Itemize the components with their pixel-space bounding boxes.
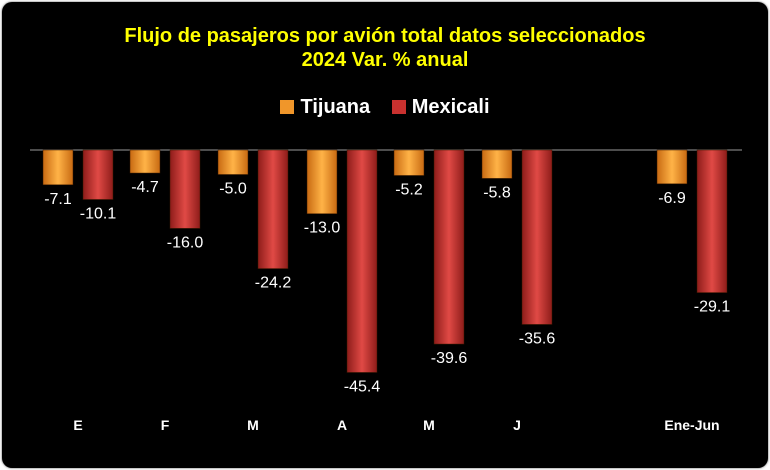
bar-mexicali-2 <box>257 149 289 269</box>
data-label-mexicali-5: -35.6 <box>519 330 556 347</box>
bar-mexicali-3 <box>346 149 378 373</box>
data-label-tijuana-1: -4.7 <box>131 179 159 196</box>
legend-label-mexicali: Mexicali <box>411 96 490 118</box>
data-label-mexicali-2: -24.2 <box>255 275 292 292</box>
data-label-mexicali-1: -16.0 <box>167 234 204 251</box>
data-label-mexicali-3: -45.4 <box>344 378 381 395</box>
bar-mexicali-6 <box>696 149 728 293</box>
x-tick-label-5: J <box>513 417 521 433</box>
data-label-mexicali-4: -39.6 <box>431 350 468 367</box>
bar-tijuana-0 <box>42 149 74 186</box>
bar-mexicali-0 <box>82 149 114 200</box>
legend-label-tijuana: Tijuana <box>300 96 371 118</box>
data-label-tijuana-6: -6.9 <box>658 190 686 207</box>
x-tick-label-1: F <box>161 417 170 433</box>
data-label-tijuana-4: -5.2 <box>395 181 423 198</box>
chart-title-line1: Flujo de pasajeros por avión total datos… <box>124 25 646 47</box>
x-tick-label-6: Ene-Jun <box>664 417 719 433</box>
data-label-mexicali-0: -10.1 <box>80 205 117 222</box>
bar-mexicali-5 <box>521 149 553 325</box>
bar-mexicali-1 <box>169 149 201 229</box>
bar-tijuana-3 <box>306 149 338 214</box>
bar-tijuana-6 <box>656 149 688 185</box>
data-label-mexicali-6: -29.1 <box>694 299 731 316</box>
data-label-tijuana-2: -5.0 <box>219 181 247 198</box>
x-tick-label-4: M <box>423 417 435 433</box>
data-label-tijuana-0: -7.1 <box>44 191 72 208</box>
chart-title: Flujo de pasajeros por avión total datos… <box>2 24 768 72</box>
data-label-tijuana-5: -5.8 <box>483 184 511 201</box>
bar-tijuana-5 <box>481 149 513 179</box>
x-tick-label-2: M <box>247 417 259 433</box>
bar-tijuana-2 <box>217 149 249 175</box>
bar-mexicali-4 <box>433 149 465 345</box>
legend-item-tijuana: Tijuana <box>280 96 370 119</box>
chart-legend: Tijuana Mexicali <box>2 96 768 119</box>
legend-item-mexicali: Mexicali <box>391 96 490 119</box>
x-tick-label-0: E <box>73 417 82 433</box>
chart-subtitle: 2024 Var. % anual <box>301 49 469 71</box>
legend-swatch-mexicali <box>391 100 406 114</box>
data-label-tijuana-3: -13.0 <box>304 220 341 237</box>
bar-tijuana-4 <box>393 149 425 176</box>
legend-swatch-tijuana <box>280 100 295 114</box>
x-tick-label-3: A <box>337 417 347 433</box>
bar-tijuana-1 <box>129 149 161 174</box>
